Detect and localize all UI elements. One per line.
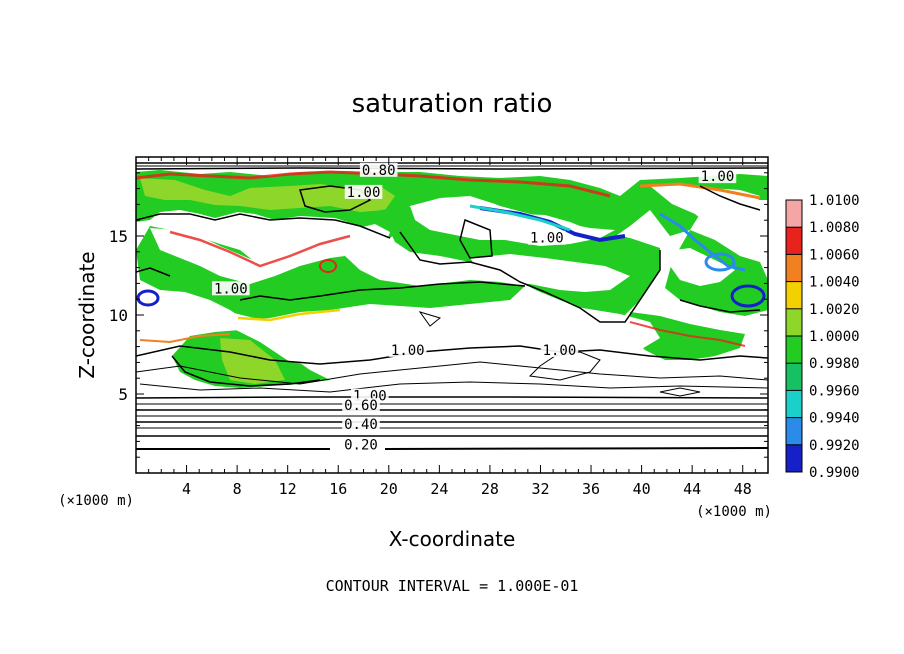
colorbar-label: 1.0100 xyxy=(809,193,860,209)
y-tick-label: 10 xyxy=(109,306,128,325)
dry-region-5 xyxy=(660,248,735,286)
x-tick-label: 24 xyxy=(430,480,448,498)
x-unit-left: (×1000 m) xyxy=(58,493,134,509)
contour-label-bg xyxy=(344,184,383,199)
colorbar-label: 0.9900 xyxy=(809,465,860,481)
edge-red-3 xyxy=(629,321,746,347)
colorbar-label: 0.9960 xyxy=(809,383,860,399)
x-tick-label: 40 xyxy=(633,480,651,498)
edge-cyan-1 xyxy=(469,204,571,232)
colorbar-swatch xyxy=(786,417,802,445)
contour-label-bg xyxy=(528,230,566,245)
cloud-region-lower-b xyxy=(220,338,285,384)
colorbar-label: 0.9920 xyxy=(809,438,860,454)
contour-label-bg xyxy=(342,398,380,413)
colorbar-label: 0.9980 xyxy=(809,356,860,372)
edge-red-1 xyxy=(136,170,611,198)
x-unit-right: (×1000 m) xyxy=(696,504,772,520)
contour-lines xyxy=(136,162,768,450)
x-tick-label: 28 xyxy=(481,480,499,498)
chart-title: saturation ratio xyxy=(352,89,553,119)
y-tick-label: 5 xyxy=(118,385,128,404)
contour-label: 0.60 xyxy=(344,398,378,414)
colorbar-swatch xyxy=(786,363,802,391)
blob-red-1 xyxy=(319,259,337,273)
x-tick-label: 32 xyxy=(531,480,549,498)
colorbar-swatch xyxy=(786,254,802,282)
contour-interval-note: CONTOUR INTERVAL = 1.000E-01 xyxy=(326,577,579,595)
contour-label-bg xyxy=(540,342,579,357)
colorbar-swatch xyxy=(786,227,802,255)
colorbar-label: 1.0040 xyxy=(809,275,860,291)
contour-label: 1.00 xyxy=(347,185,381,201)
contour-label: 1.00 xyxy=(214,281,248,297)
contour-label: 0.20 xyxy=(344,438,378,454)
colorbar-swatch xyxy=(786,336,802,364)
contour-label: 1.00 xyxy=(391,343,425,359)
contour-label: 0.80 xyxy=(362,163,396,179)
blob-blue-3 xyxy=(704,252,736,272)
edge-orange-1 xyxy=(639,182,761,200)
cloud-region-left xyxy=(136,226,525,320)
colorbar-swatch xyxy=(786,308,802,336)
contour-label-bg xyxy=(342,437,380,452)
x-tick-label: 8 xyxy=(233,480,242,498)
y-tick-label: 15 xyxy=(109,227,128,246)
x-tick-label: 36 xyxy=(582,480,600,498)
contour-label: 1.00 xyxy=(543,343,577,359)
dry-region-lower xyxy=(136,296,660,366)
x-tick-label: 12 xyxy=(279,480,297,498)
y-axis: 5 10 15 xyxy=(109,172,768,458)
colorbar: 1.0100 1.0080 1.0060 1.0040 1.0020 1.0000 0.99… xyxy=(785,193,860,481)
colorbar-swatch xyxy=(786,281,802,309)
x-tick-label: 4 xyxy=(182,480,191,498)
dry-region-1 xyxy=(150,224,390,284)
x-axis-label: X-coordinate xyxy=(389,527,516,551)
dry-region-4 xyxy=(650,184,760,226)
x-tick-label: 20 xyxy=(380,480,398,498)
contour-label: 1.00 xyxy=(530,231,564,247)
contour-label-bg xyxy=(359,162,398,177)
contour-label-bg xyxy=(212,281,250,296)
contour-label: 1.00 xyxy=(701,169,735,185)
edge-orange-2 xyxy=(139,333,231,344)
colorbar-label: 1.0060 xyxy=(809,247,860,263)
contour-label-bg xyxy=(388,342,427,357)
x-tick-label: 44 xyxy=(683,480,701,498)
colorbar-swatch xyxy=(786,390,802,418)
colorbar-label: 1.0080 xyxy=(809,220,860,236)
edge-red-2 xyxy=(169,230,351,268)
contour-label-bg xyxy=(342,417,380,432)
x-tick-label: 48 xyxy=(734,480,752,498)
blob-blue-1 xyxy=(136,289,160,307)
x-tick-label: 16 xyxy=(329,480,347,498)
edge-yellow-1 xyxy=(237,308,341,322)
dry-region-3 xyxy=(470,254,630,292)
colorbar-label: 1.0000 xyxy=(809,329,860,345)
contour-label: 0.40 xyxy=(344,417,378,433)
colorbar-label: 1.0020 xyxy=(809,302,860,318)
contour-labels: 0.801.001.001.001.001.00 1.001.000.600.40… xyxy=(212,162,737,454)
y-axis-label: Z-coordinate xyxy=(75,251,99,378)
colorbar-label: 0.9940 xyxy=(809,411,860,427)
blob-blue-2 xyxy=(730,284,766,308)
x-axis: 4 8 12 16 20 24 28 32 36 40 44 48 xyxy=(148,157,756,498)
colorbar-swatch xyxy=(786,200,802,228)
contour-label-bg xyxy=(698,169,737,184)
colorbar-swatch xyxy=(786,444,802,472)
